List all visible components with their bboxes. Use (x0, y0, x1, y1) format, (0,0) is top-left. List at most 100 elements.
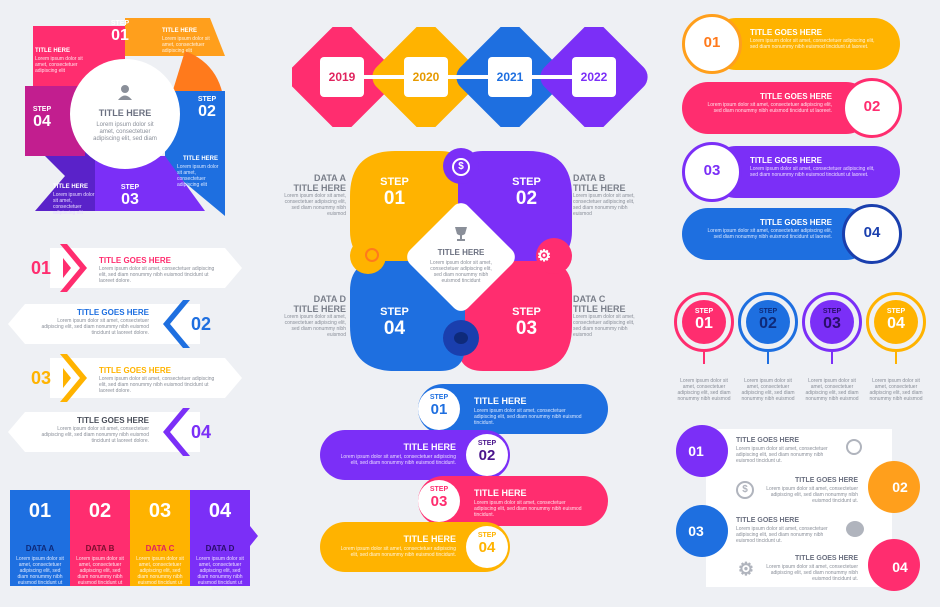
pin-text-3: Lorem ipsum dolor sit amet, consectetuer… (805, 378, 859, 402)
wheel-text-tl: Lorem ipsum dolor sit amet, consectetuer… (35, 56, 83, 74)
data-c-text: Lorem ipsum dolor sit amet, consectetuer… (573, 314, 635, 338)
list-num-2: 02 (892, 479, 908, 495)
pill-text-3: Lorem ipsum dolor sit amet, consectetuer… (750, 166, 875, 178)
arrow-title-1: TITLE GOES HERE (99, 256, 172, 265)
pin-disc-3 (810, 300, 854, 344)
tab-label-4: DATA D (205, 544, 235, 553)
tab-num-4: 04 (208, 500, 232, 522)
pill-num-1: 01 (703, 34, 721, 51)
pin-arrow-1 (703, 352, 705, 364)
arrow-num-1: 01 (31, 258, 52, 278)
pin-ring-3 (802, 292, 862, 352)
arrow-title-4: TITLE GOES HERE (76, 416, 149, 425)
data-b-title: TITLE HERE (573, 183, 626, 193)
play-icon (63, 368, 71, 388)
clover-step4: STEP 04 (380, 306, 409, 339)
pin-text-2: Lorem ipsum dolor sit amet, consectetuer… (741, 378, 795, 402)
tab-text-3: Lorem ipsum dolor sit amet, consectetuer… (136, 556, 184, 592)
pin-steps: STEP 01 STEP 02 STEP 03 STEP 04 Lorem ipsum … (672, 290, 936, 415)
list-title-4: TITLE GOES HERE (794, 555, 858, 562)
wheel-step1: STEP 01 (110, 20, 130, 44)
pin-disc-2 (746, 300, 790, 344)
list-badge-1 (676, 425, 728, 477)
clock-icon (846, 439, 862, 455)
tab-text-2: Lorem ipsum dolor sit amet, consectetuer… (76, 556, 124, 592)
dollar-icon: $ (452, 158, 470, 176)
pin-step-3: STEP 03 (822, 308, 842, 332)
snake-step-3: STEP 03 (429, 486, 449, 510)
year-timeline: 2019 2020 2021 2022 (292, 27, 672, 127)
snake-badge-3 (418, 480, 460, 522)
pill-ring-1 (682, 14, 742, 74)
wheel-segment-right (165, 91, 225, 216)
dollar-icon: $ (736, 481, 754, 499)
pill-list: 01 TITLE GOES HERE Lorem ipsum dolor sit… (680, 14, 905, 264)
arrow-banner-4 (8, 412, 200, 452)
arrow-title-2: TITLE GOES HERE (76, 308, 149, 317)
wheel-text-bl: Lorem ipsum dolor sit amet, consectetuer… (53, 192, 95, 216)
list-text-1: Lorem ipsum dolor sit amet, consectetuer… (736, 446, 828, 464)
pin-arrow-2 (767, 352, 769, 364)
wheel-segment-bottom (95, 156, 205, 211)
data-b-block: DATA B TITLE HERE Lorem ipsum dolor sit … (573, 173, 639, 217)
list-badge-3 (676, 505, 728, 557)
arrow-banner-3 (50, 358, 242, 398)
clover-step3: STEP 03 (512, 306, 541, 339)
arrow-banner-1 (50, 248, 242, 288)
snake-title-2: TITLE HERE (403, 442, 456, 452)
list-num-1: 01 (688, 443, 704, 459)
pin-ring-2 (738, 292, 798, 352)
data-d-text: Lorem ipsum dolor sit amet, consectetuer… (284, 314, 346, 338)
year-2021: 2021 (488, 57, 532, 97)
snake-text-4: Lorem ipsum dolor sit amet, consectetuer… (340, 546, 456, 558)
snake-title-1: TITLE HERE (474, 396, 527, 406)
pill-text-4: Lorem ipsum dolor sit amet, consectetuer… (707, 228, 832, 240)
list-num-4: 04 (892, 559, 908, 575)
pin-text-4: Lorem ipsum dolor sit amet, consectetuer… (869, 378, 923, 402)
tab-block-3 (130, 490, 190, 586)
arrow-text-1: Lorem ipsum dolor sit amet, consectetuer… (99, 266, 215, 284)
pill-title-3: TITLE GOES HERE (750, 156, 823, 165)
list-title-2: TITLE GOES HERE (794, 477, 858, 484)
snake-text-2: Lorem ipsum dolor sit amet, consectetuer… (340, 454, 456, 466)
snake-badge-2 (466, 434, 508, 476)
tab-block-4 (190, 490, 250, 586)
chat-icon (846, 521, 864, 537)
wheel-step4: STEP 04 (32, 106, 52, 130)
arrow-title-3: TITLE GOES HERE (99, 366, 172, 375)
clover-step1: STEP 01 (380, 176, 409, 209)
pill-ring-2 (842, 78, 902, 138)
trophy-icon (452, 226, 470, 242)
tab-block-2 (70, 490, 130, 586)
tab-label-3: DATA C (145, 544, 175, 553)
pin-disc-4 (874, 300, 918, 344)
tab-block-1 (10, 490, 70, 586)
data-a-block: DATA A TITLE HERE Lorem ipsum dolor sit … (280, 173, 346, 217)
data-a-label: DATA A (314, 173, 346, 183)
pill-item-4 (682, 208, 872, 260)
data-b-text: Lorem ipsum dolor sit amet, consectetuer… (573, 193, 635, 217)
data-d-block: DATA D TITLE HERE Lorem ipsum dolor sit … (280, 294, 346, 338)
list-text-3: Lorem ipsum dolor sit amet, consectetuer… (736, 526, 828, 544)
clock-icon (365, 248, 379, 262)
pill-title-4: TITLE GOES HERE (759, 218, 832, 227)
clover-bump-right (536, 238, 572, 274)
wheel-infographic: TITLE HERE Lorem ipsum dolor sit amet, c… (25, 16, 230, 216)
pin-disc-1 (682, 300, 726, 344)
wheel-title-bl: TITLE HERE (53, 184, 89, 190)
clover-diagram: TITLE HERE Lorem ipsum dolor sit amet, c… (350, 146, 572, 376)
list-text-4: Lorem ipsum dolor sit amet, consectetuer… (766, 564, 858, 582)
list-badge-4 (868, 539, 920, 591)
data-c-label: DATA C (573, 294, 606, 304)
data-a-title: TITLE HERE (293, 183, 346, 193)
wheel-step3: STEP 03 (120, 184, 140, 208)
wheel-center-title: TITLE HERE (98, 108, 152, 118)
wheel-text-tr: Lorem ipsum dolor sit amet, consectetuer… (162, 36, 210, 54)
clover-shapes (350, 148, 572, 371)
arrow-num-2: 02 (191, 314, 212, 334)
arrow-text-4: Lorem ipsum dolor sit amet, consectetuer… (41, 426, 149, 444)
pill-num-4: 04 (863, 224, 881, 241)
tab-label-2: DATA B (85, 544, 115, 553)
pill-text-2: Lorem ipsum dolor sit amet, consectetuer… (707, 102, 832, 114)
snake-step-4: STEP 04 (477, 532, 497, 556)
